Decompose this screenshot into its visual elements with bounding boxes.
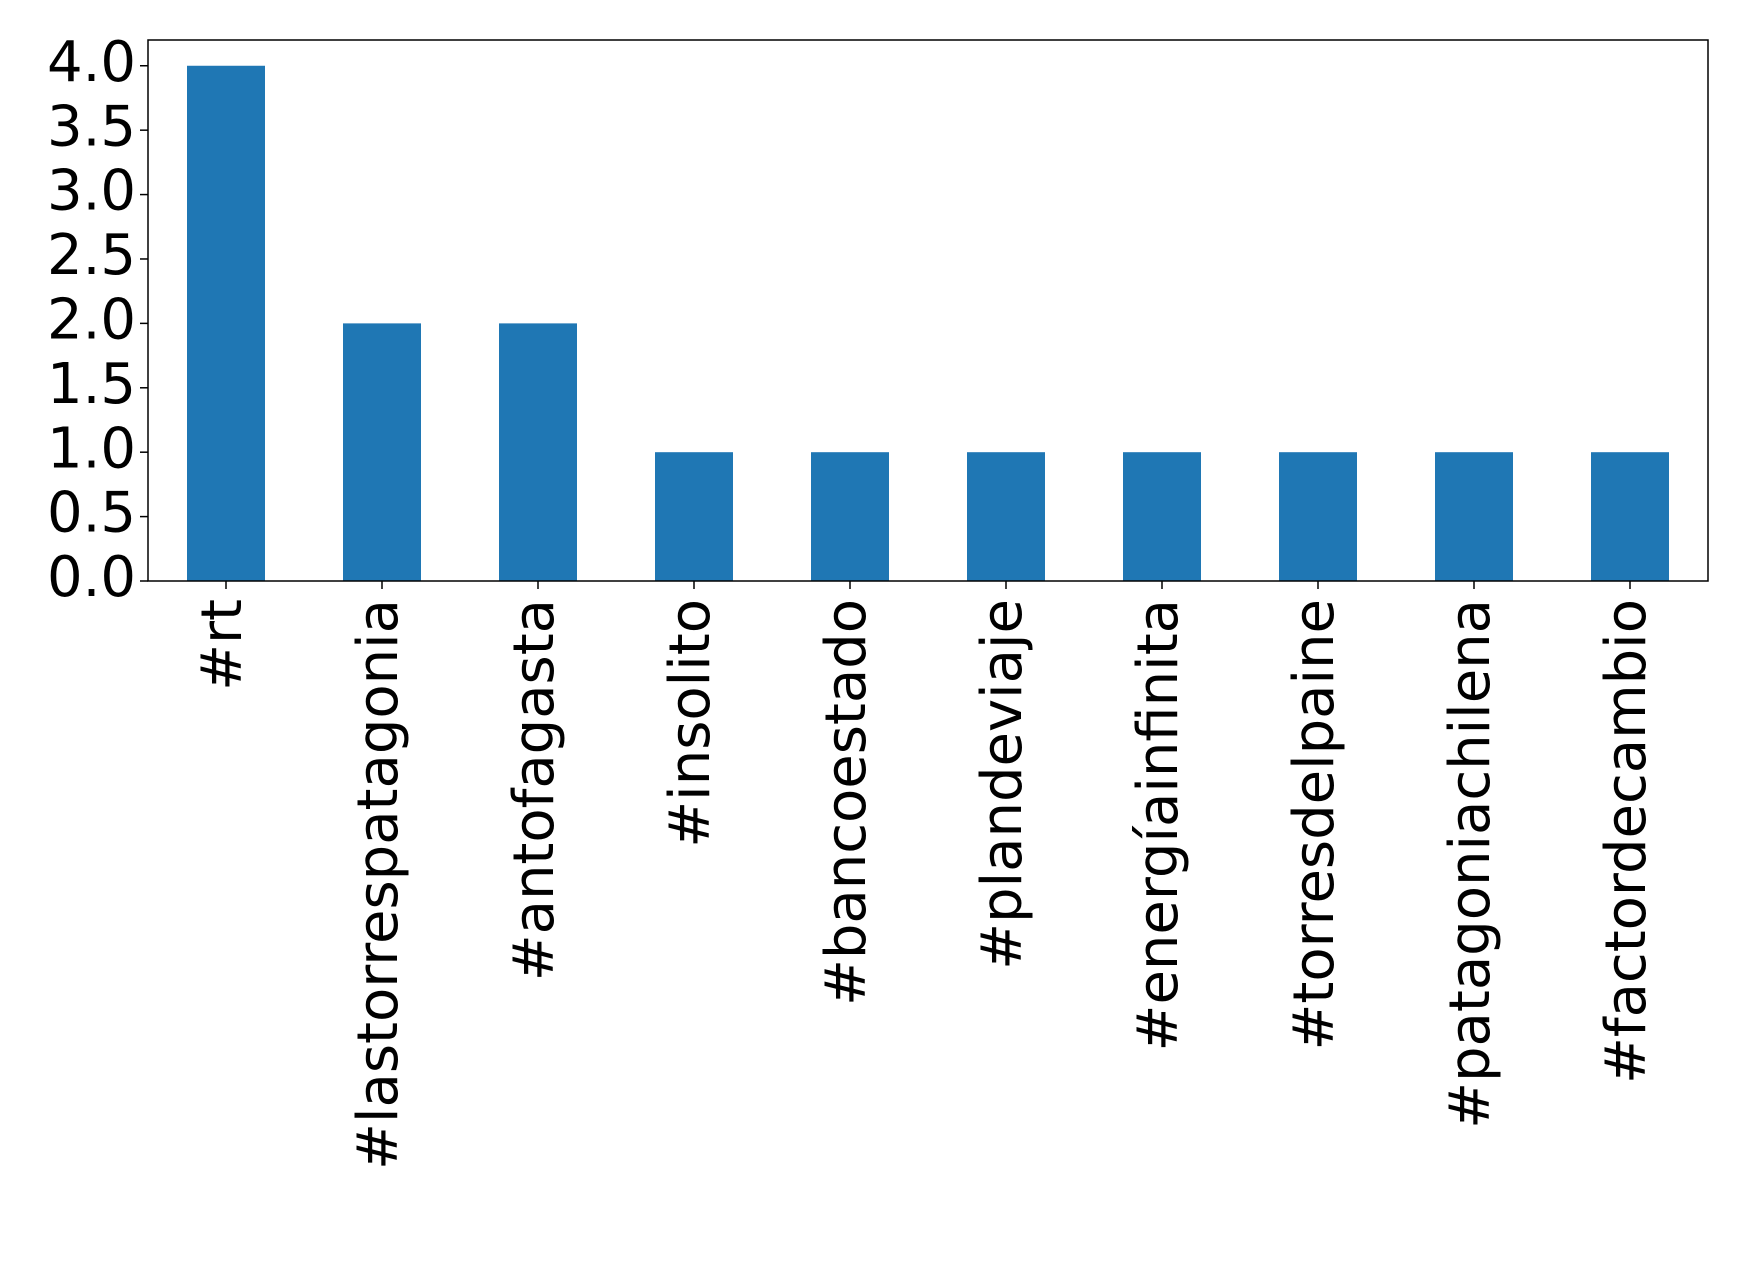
bar xyxy=(967,452,1045,581)
bar xyxy=(1279,452,1357,581)
y-tick-label: 1.5 xyxy=(47,352,136,417)
y-tick-label: 0.0 xyxy=(47,545,136,610)
x-tick-label: #energíainfinita xyxy=(1126,599,1191,1051)
y-tick-label: 4.0 xyxy=(47,30,136,95)
bar xyxy=(655,452,733,581)
x-tick-label: #lastorrespatagonia xyxy=(346,599,411,1170)
y-tick-label: 2.5 xyxy=(47,223,136,288)
x-tick-label: #patagoniachilena xyxy=(1438,599,1503,1129)
bar xyxy=(1123,452,1201,581)
bar xyxy=(1591,452,1669,581)
y-tick-label: 3.5 xyxy=(47,94,136,159)
x-tick-label: #insolito xyxy=(658,599,723,848)
bar xyxy=(499,323,577,581)
bar xyxy=(343,323,421,581)
x-tick-label: #rt xyxy=(190,599,255,691)
x-tick-label: #bancoestado xyxy=(814,599,879,1006)
x-tick-label: #factordecambio xyxy=(1594,599,1659,1084)
x-tick-label: #plandeviaje xyxy=(970,599,1035,970)
bar xyxy=(811,452,889,581)
bar xyxy=(1435,452,1513,581)
plot-frame xyxy=(147,39,1709,582)
y-tick-label: 2.0 xyxy=(47,288,136,353)
y-tick-label: 0.5 xyxy=(47,481,136,546)
y-tick-label: 3.0 xyxy=(47,159,136,224)
y-tick-label: 1.0 xyxy=(47,416,136,481)
x-tick-label: #torresdelpaine xyxy=(1282,599,1347,1051)
x-tick-label: #antofagasta xyxy=(502,599,567,981)
bar xyxy=(187,65,265,581)
